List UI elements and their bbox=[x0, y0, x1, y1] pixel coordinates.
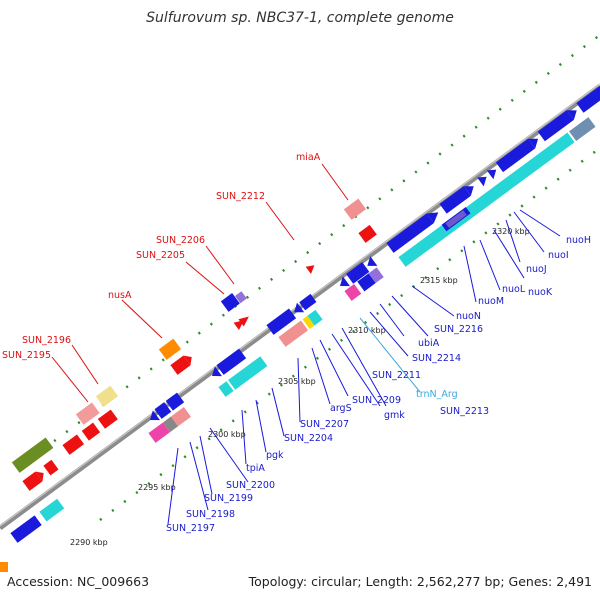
gene-SUN_2195[interactable] bbox=[75, 402, 100, 425]
label-SUN_2216[interactable]: SUN_2216 bbox=[434, 324, 483, 335]
gene-reverse-2204[interactable] bbox=[278, 309, 323, 347]
tick-2290: 2290 kbp bbox=[70, 538, 108, 547]
tick-2305: 2305 kbp bbox=[278, 377, 316, 386]
tick-2320: 2320 kbp bbox=[492, 227, 530, 236]
label-nuoL[interactable]: nuoL bbox=[502, 284, 526, 295]
label-argS[interactable]: argS bbox=[330, 403, 352, 414]
tick-2300: 2300 kbp bbox=[208, 430, 246, 439]
label-SUN_2207[interactable]: SUN_2207 bbox=[300, 419, 349, 430]
gene-SUN_2205[interactable] bbox=[220, 293, 240, 312]
genome-backbone-highlight bbox=[0, 83, 600, 527]
forward-features bbox=[11, 82, 600, 473]
footer-info: Topology: circular; Length: 2,562,277 bp… bbox=[248, 574, 592, 589]
label-gmk[interactable]: gmk bbox=[384, 410, 405, 421]
gene-reverse-tpiA[interactable] bbox=[208, 348, 247, 381]
tick-2295: 2295 kbp bbox=[138, 483, 176, 492]
label-nuoJ[interactable]: nuoJ bbox=[526, 264, 547, 275]
gene-reverse-nuoN[interactable] bbox=[441, 206, 471, 232]
gene-SUN_2212[interactable] bbox=[305, 262, 318, 275]
tick-2315: 2315 kbp bbox=[420, 276, 458, 285]
label-SUN_2213[interactable]: SUN_2213 bbox=[440, 406, 489, 417]
gene-reverse-2198[interactable] bbox=[148, 407, 191, 443]
label-pgk[interactable]: pgk bbox=[266, 450, 284, 461]
gene-nusA-lower[interactable] bbox=[170, 352, 195, 375]
label-SUN_2211[interactable]: SUN_2211 bbox=[372, 370, 421, 381]
label-ubiA[interactable]: ubiA bbox=[418, 338, 440, 349]
gene-block-left[interactable] bbox=[11, 437, 54, 473]
label-SUN_2195[interactable]: SUN_2195 bbox=[2, 350, 51, 361]
gene-reverse-2211[interactable] bbox=[336, 256, 378, 291]
label-SUN_2197[interactable]: SUN_2197 bbox=[166, 523, 215, 534]
label-SUN_2196[interactable]: SUN_2196 bbox=[22, 335, 71, 346]
label-nuoN[interactable]: nuoN bbox=[456, 311, 481, 322]
upper-leader-lines bbox=[51, 163, 349, 403]
gene-forward-strand-blue[interactable] bbox=[386, 82, 600, 253]
tick-2310: 2310 kbp bbox=[348, 326, 386, 335]
gene-reverse-left[interactable] bbox=[10, 498, 65, 543]
label-nuoM[interactable]: nuoM bbox=[478, 296, 504, 307]
gene-miaA-upper[interactable] bbox=[343, 198, 367, 220]
gene-reverse-nuo-cyan[interactable] bbox=[398, 117, 596, 267]
label-nuoH[interactable]: nuoH bbox=[566, 235, 591, 246]
label-trnN_Arg[interactable]: trnN_Arg bbox=[416, 389, 458, 400]
gene-nusA[interactable] bbox=[158, 338, 182, 360]
lower-labels: SUN_2197 SUN_2198 SUN_2199 SUN_2200 tpiA… bbox=[166, 235, 591, 534]
gene-reverse-pgk[interactable] bbox=[218, 356, 268, 397]
label-nusA[interactable]: nusA bbox=[108, 290, 132, 301]
label-nuoK[interactable]: nuoK bbox=[528, 287, 553, 298]
gene-SUN_2206[interactable] bbox=[235, 291, 247, 304]
gene-left-edge-red[interactable] bbox=[22, 459, 59, 491]
label-SUN_2204[interactable]: SUN_2204 bbox=[284, 433, 333, 444]
label-SUN_2206[interactable]: SUN_2206 bbox=[156, 235, 205, 246]
trna-leader-line bbox=[359, 317, 421, 393]
gene-reverse-argS[interactable] bbox=[266, 293, 317, 335]
gene-bottom-left[interactable] bbox=[0, 562, 8, 572]
gene-miaA-lower[interactable] bbox=[358, 224, 377, 243]
label-SUN_2214[interactable]: SUN_2214 bbox=[412, 353, 461, 364]
footer-accession: Accession: NC_009663 bbox=[7, 574, 150, 589]
gene-SUN_2196[interactable] bbox=[95, 385, 119, 407]
label-SUN_2200[interactable]: SUN_2200 bbox=[226, 480, 275, 491]
reverse-features bbox=[10, 117, 596, 543]
label-SUN_2205[interactable]: SUN_2205 bbox=[136, 250, 185, 261]
gene-SUN_2206-lower[interactable] bbox=[233, 313, 252, 331]
gene-red-cluster-2195[interactable] bbox=[62, 409, 118, 455]
label-nuoI[interactable]: nuoI bbox=[548, 250, 569, 261]
gene-reverse-2197[interactable] bbox=[146, 392, 185, 425]
tick-labels: 2290 kbp 2295 kbp 2300 kbp 2305 kbp 2310… bbox=[70, 227, 530, 547]
label-tpiA[interactable]: tpiA bbox=[246, 463, 265, 474]
gene-reverse-2213[interactable] bbox=[344, 267, 384, 301]
lower-leader-lines bbox=[167, 209, 561, 525]
label-SUN_2212[interactable]: SUN_2212 bbox=[216, 191, 265, 202]
label-SUN_2209[interactable]: SUN_2209 bbox=[352, 395, 401, 406]
label-SUN_2199[interactable]: SUN_2199 bbox=[204, 493, 253, 504]
map-title: Sulfurovum sp. NBC37-1, complete genome bbox=[146, 10, 454, 26]
upper-labels: SUN_2195 SUN_2196 nusA SUN_2205 SUN_2206… bbox=[2, 152, 321, 361]
label-SUN_2198[interactable]: SUN_2198 bbox=[186, 509, 235, 520]
label-miaA[interactable]: miaA bbox=[296, 152, 321, 163]
